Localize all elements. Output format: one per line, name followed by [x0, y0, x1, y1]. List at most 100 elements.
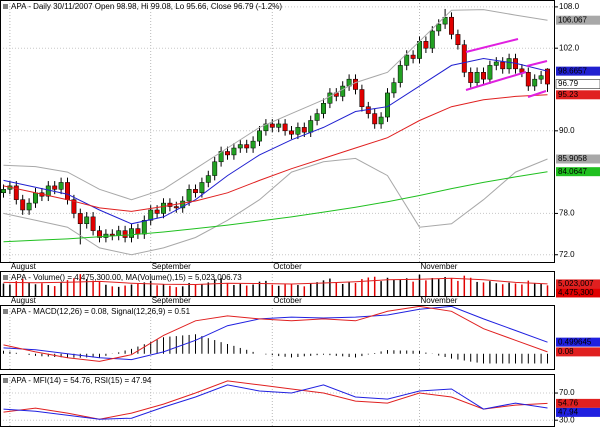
- candle-body: [186, 189, 192, 202]
- line: [3, 305, 548, 361]
- candle-body: [532, 78, 538, 87]
- histogram-bar: [508, 353, 510, 364]
- y-tick-label: 78.0: [559, 209, 575, 218]
- histogram-bar: [143, 344, 145, 354]
- histogram-bar: [252, 351, 254, 354]
- value-tag: [556, 407, 600, 417]
- candle-body: [327, 92, 333, 104]
- histogram-bar: [502, 353, 504, 364]
- volume-bar: [335, 282, 338, 297]
- volume-bar: [341, 284, 344, 297]
- volume-bar: [117, 286, 120, 297]
- volume-bar: [143, 282, 146, 297]
- line: [3, 9, 548, 201]
- volume-bar: [271, 284, 274, 297]
- volume-bar: [437, 279, 440, 297]
- histogram-bar: [419, 350, 420, 354]
- candle-body: [525, 72, 531, 87]
- y-tick-label: 90.0: [559, 126, 575, 135]
- volume-bar: [149, 280, 152, 297]
- histogram-bar: [425, 352, 427, 354]
- volume-bar: [265, 280, 267, 297]
- line: [3, 384, 548, 420]
- volume-bar: [21, 278, 24, 297]
- candle-body: [109, 233, 115, 236]
- histogram-bar: [329, 353, 331, 356]
- value-tag: [556, 279, 600, 289]
- volume-bar: [239, 283, 242, 297]
- volume-bar: [431, 278, 434, 297]
- candle-body: [397, 65, 403, 83]
- candle-body: [276, 123, 282, 128]
- volume-bar: [501, 284, 504, 297]
- candle-body: [353, 78, 358, 90]
- volume-bar: [373, 276, 376, 297]
- volume-bar: [297, 285, 299, 297]
- volume-bar: [418, 274, 421, 297]
- histogram-bar: [60, 353, 62, 358]
- candle-body: [205, 175, 211, 183]
- histogram-bar: [278, 353, 280, 357]
- value-tag-label: 85.9058: [558, 154, 587, 163]
- histogram-bar: [284, 353, 286, 357]
- candle-body: [545, 68, 550, 85]
- candle-body: [116, 230, 122, 236]
- histogram-bar: [310, 353, 312, 356]
- candle-body: [417, 41, 422, 59]
- volume-bar: [137, 283, 139, 297]
- candle-body: [13, 185, 19, 200]
- volume-bar: [457, 280, 459, 297]
- y-tick-label: 72.0: [559, 250, 575, 259]
- histogram-bar: [15, 352, 17, 354]
- volume-bar: [220, 278, 222, 297]
- volume-bar: [162, 284, 165, 297]
- volume-bar: [98, 281, 101, 297]
- candle-body: [65, 182, 70, 200]
- candle-body: [404, 54, 410, 66]
- candle-body: [538, 75, 544, 80]
- volume-bar: [514, 283, 517, 297]
- histogram-bar: [41, 353, 43, 357]
- candle-body: [301, 127, 307, 133]
- histogram-bar: [163, 337, 164, 354]
- volume-bar: [393, 279, 395, 297]
- candle-body: [71, 199, 77, 214]
- volume-bar: [34, 284, 37, 297]
- candle-body: [487, 65, 493, 80]
- candle-body: [340, 85, 346, 97]
- histogram-bar: [457, 353, 459, 360]
- volume-bar: [303, 286, 306, 297]
- histogram-bar: [233, 345, 235, 354]
- value-tag: [556, 90, 600, 100]
- volume-bar: [329, 278, 331, 297]
- candle-body: [474, 72, 480, 83]
- volume-bar: [124, 285, 126, 297]
- histogram-bar: [412, 350, 414, 354]
- title-icon: [3, 378, 8, 383]
- candle-body: [250, 140, 256, 149]
- candle-body: [58, 182, 64, 190]
- candle-body: [180, 200, 186, 209]
- value-tag-label: 106.067: [558, 15, 587, 24]
- volume-bar: [354, 282, 357, 297]
- volume-bar: [194, 284, 197, 297]
- histogram-bar: [406, 350, 408, 354]
- histogram-bar: [393, 350, 395, 354]
- candle-body: [461, 44, 467, 73]
- volume-bar: [252, 284, 254, 297]
- x-tick-label: November: [421, 296, 458, 305]
- histogram-bar: [483, 353, 484, 364]
- value-tag-label: 0.499645: [558, 337, 592, 346]
- candle-body: [1, 189, 6, 194]
- volume-bar: [489, 281, 491, 297]
- candle-body: [225, 151, 230, 156]
- candle-body: [493, 61, 499, 66]
- value-tag-label: 95.23: [558, 90, 579, 99]
- panel-title: APA - Volume() = 4,475,300.00, MA(Volume…: [11, 273, 242, 282]
- histogram-bar: [534, 353, 536, 364]
- y-tick-label: 30.0: [559, 415, 575, 424]
- candle-body: [378, 116, 384, 125]
- histogram-bar: [495, 353, 497, 364]
- candle-body: [282, 123, 288, 132]
